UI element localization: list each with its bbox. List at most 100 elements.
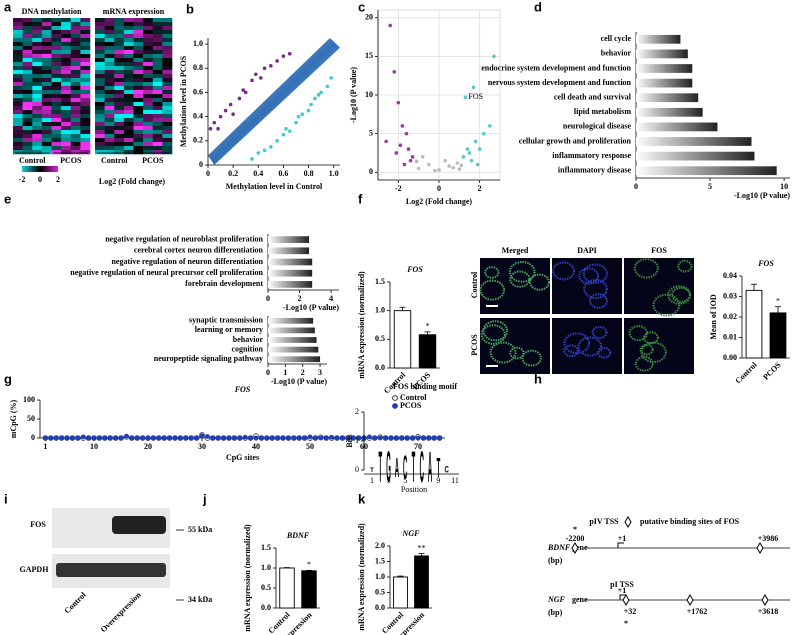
column-label: FOS bbox=[651, 246, 667, 255]
heatmap-cell bbox=[123, 106, 134, 111]
heatmap-cell bbox=[95, 102, 105, 107]
point bbox=[258, 435, 264, 441]
y-tick-label: 0.02 bbox=[723, 312, 737, 321]
heatmap-cell bbox=[41, 110, 52, 115]
category-label: negative regulation of neuron differenti… bbox=[111, 257, 263, 266]
heatmap-cell bbox=[41, 142, 52, 147]
heatmap-cell bbox=[123, 74, 134, 79]
heatmap-cell bbox=[32, 54, 43, 59]
heatmap-cell bbox=[13, 90, 23, 95]
follicle bbox=[652, 293, 681, 317]
heatmap-cell bbox=[162, 78, 173, 83]
heatmap-cell bbox=[51, 106, 62, 111]
x-tick-label: 0 bbox=[437, 184, 441, 193]
chart-title: FOS bbox=[234, 385, 251, 394]
y-axis-label: Mean of IOD bbox=[709, 294, 718, 340]
heatmap-cell bbox=[51, 102, 62, 107]
motif-title: FOS binding motif bbox=[393, 382, 457, 391]
heatmap-cell bbox=[162, 58, 173, 63]
follicle bbox=[577, 336, 603, 357]
heatmap-cell bbox=[13, 50, 23, 55]
heatmap-cell bbox=[61, 18, 72, 23]
category-label: endocrine system development and functio… bbox=[481, 63, 631, 72]
heatmap-cell bbox=[114, 86, 125, 91]
bar bbox=[636, 49, 688, 59]
heatmap-cell bbox=[133, 22, 144, 27]
colorbar-tick: 2 bbox=[56, 175, 60, 184]
category-label: negative regulation of neuroblast prolif… bbox=[105, 234, 263, 243]
heatmap-cell bbox=[70, 94, 81, 99]
follicle bbox=[489, 341, 517, 364]
y-tick-label: 0.00 bbox=[723, 353, 737, 362]
point bbox=[393, 435, 399, 441]
heatmap-cell bbox=[70, 74, 81, 79]
heatmap-cell bbox=[80, 58, 91, 63]
heatmap-cell bbox=[51, 50, 62, 55]
heatmap-cell bbox=[143, 110, 154, 115]
band bbox=[112, 516, 166, 534]
heatmap-cell bbox=[70, 46, 81, 51]
heatmap-cell bbox=[104, 146, 115, 151]
heatmap-cell bbox=[61, 106, 72, 111]
x-axis-label: -Log10 (P value) bbox=[283, 303, 339, 312]
heatmap-cell bbox=[32, 122, 43, 127]
heatmap-cell bbox=[104, 86, 115, 91]
heatmap-cell bbox=[143, 90, 154, 95]
heatmap-cell bbox=[95, 78, 105, 83]
heatmap-cell bbox=[114, 130, 125, 135]
heatmap-cell bbox=[143, 150, 154, 155]
heatmap-cell bbox=[32, 82, 43, 87]
point bbox=[475, 162, 480, 167]
category-label: cerebral cortex neuron differentiation bbox=[134, 246, 264, 255]
heatmap-cell bbox=[152, 110, 163, 115]
heatmap-cell bbox=[41, 30, 52, 35]
category-label: nervous system development and function bbox=[488, 78, 632, 87]
heatmap-cell bbox=[80, 78, 91, 83]
band-label: FOS bbox=[30, 520, 46, 529]
heatmap-cell bbox=[80, 74, 91, 79]
bar bbox=[636, 107, 703, 117]
heatmap-cell bbox=[22, 70, 33, 75]
point bbox=[471, 85, 476, 90]
heatmap-cell bbox=[114, 106, 125, 111]
heatmap-cell bbox=[32, 126, 43, 131]
heatmap-cell bbox=[51, 142, 62, 147]
heatmap-cell bbox=[95, 74, 105, 79]
point bbox=[75, 435, 81, 441]
bar bbox=[279, 567, 295, 609]
point bbox=[287, 51, 292, 56]
heatmap-cell bbox=[41, 38, 52, 43]
heatmap-cell bbox=[61, 66, 72, 71]
point bbox=[228, 102, 233, 107]
point bbox=[237, 96, 242, 101]
heatmap-cell bbox=[143, 142, 154, 147]
heatmap-cell bbox=[32, 70, 43, 75]
heatmap-cell bbox=[104, 130, 115, 135]
y-tick-label: 1.0 bbox=[193, 39, 203, 48]
heatmap-cell bbox=[162, 62, 173, 67]
heatmap-cell bbox=[51, 86, 62, 91]
category-label: lipid metabolism bbox=[574, 107, 631, 116]
heatmap-cell bbox=[152, 114, 163, 119]
heatmap-cell bbox=[143, 98, 154, 103]
chart-title: BDNF bbox=[286, 531, 310, 540]
heatmap-cell bbox=[41, 82, 52, 87]
heatmap-cell bbox=[104, 142, 115, 147]
heatmap-cell bbox=[152, 26, 163, 31]
point bbox=[275, 435, 281, 441]
heatmap-cell bbox=[152, 130, 163, 135]
heatmap-cell bbox=[162, 126, 173, 131]
heatmap-cell bbox=[41, 90, 52, 95]
x-tick-label: 7 bbox=[420, 476, 424, 485]
bar bbox=[268, 281, 313, 288]
heatmap-cell bbox=[80, 82, 91, 87]
marker-label: 34 kDa bbox=[188, 595, 212, 604]
heatmap-cell bbox=[152, 54, 163, 59]
x-tick-label: 2 bbox=[298, 294, 302, 303]
follicle bbox=[643, 331, 659, 345]
heatmap-cell bbox=[133, 42, 144, 47]
colorbar bbox=[22, 166, 58, 172]
heatmap-cell bbox=[41, 130, 52, 135]
heatmap-cell bbox=[114, 146, 125, 151]
heatmap-cell bbox=[22, 146, 33, 151]
